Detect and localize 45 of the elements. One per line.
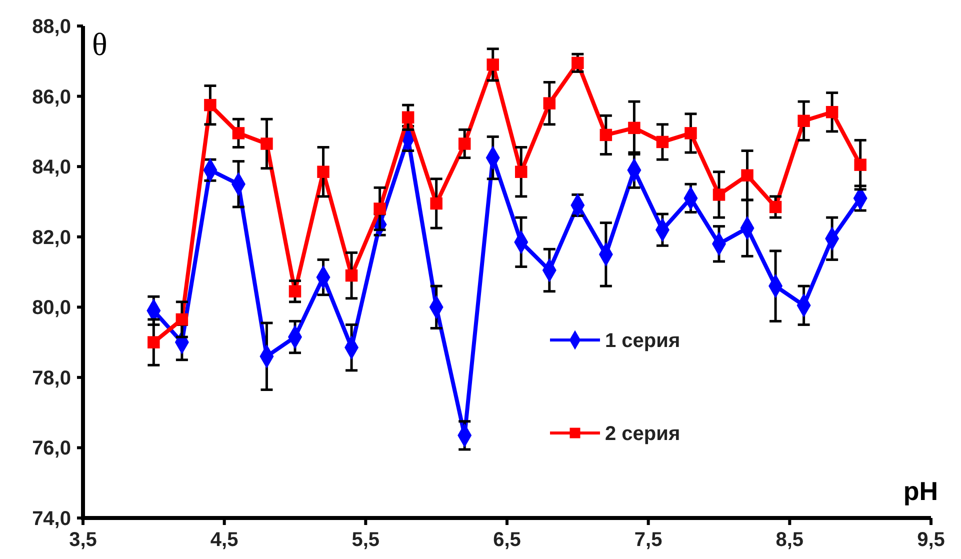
point: [260, 138, 273, 150]
y-tick-label: 84,0: [32, 156, 71, 179]
point: [684, 127, 697, 140]
legend-label: 1 серия: [605, 330, 680, 352]
point: [600, 128, 612, 142]
y-tick-label: 78,0: [32, 367, 71, 390]
x-tick-label: 4,5: [210, 529, 238, 551]
y-axis-title: θ: [92, 26, 108, 62]
point: [232, 127, 245, 140]
x-axis-title: pH: [903, 476, 938, 506]
point: [374, 202, 386, 215]
point: [288, 285, 302, 298]
point: [854, 158, 866, 171]
y-tick-label: 74,0: [32, 508, 71, 530]
point: [458, 138, 471, 150]
point: [402, 111, 414, 124]
point: [430, 197, 442, 210]
x-tick-label: 3,5: [69, 529, 97, 551]
y-tick-label: 80,0: [32, 297, 71, 320]
point: [826, 106, 838, 118]
y-tick-label: 88,0: [32, 16, 71, 38]
point: [572, 56, 584, 70]
point: [712, 188, 726, 201]
x-tick-label: 9,5: [917, 529, 945, 551]
point: [543, 97, 556, 110]
point: [798, 114, 810, 128]
point: [176, 313, 188, 326]
y-tick-label: 86,0: [32, 86, 71, 108]
point: [204, 98, 216, 112]
point: [317, 166, 330, 178]
point: [515, 166, 528, 178]
legend-label: 2 серия: [605, 423, 680, 445]
point: [769, 200, 782, 214]
x-tick-label: 8,5: [776, 529, 804, 551]
y-tick-label: 76,0: [32, 438, 71, 460]
point: [628, 122, 640, 134]
point: [148, 336, 160, 348]
x-tick-label: 6,5: [493, 529, 521, 551]
x-tick-label: 5,5: [352, 529, 380, 551]
point: [656, 136, 669, 148]
y-tick-label: 82,0: [32, 226, 71, 249]
x-tick-label: 7,5: [634, 529, 662, 551]
point: [486, 58, 499, 71]
point: [345, 269, 358, 282]
point: [741, 169, 754, 182]
